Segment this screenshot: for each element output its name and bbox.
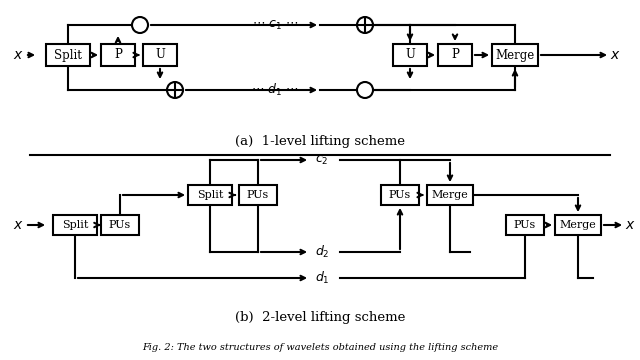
Text: $d_1$: $d_1$ [315, 270, 330, 286]
Text: Fig. 2: The two structures of wavelets obtained using the lifting scheme: Fig. 2: The two structures of wavelets o… [142, 343, 498, 352]
Circle shape [357, 82, 373, 98]
FancyBboxPatch shape [46, 44, 90, 66]
Text: Split: Split [54, 49, 82, 62]
Text: $\cdots \ d_1 \ \cdots$: $\cdots \ d_1 \ \cdots$ [252, 82, 299, 98]
Text: Split: Split [197, 190, 223, 200]
FancyBboxPatch shape [555, 215, 601, 235]
FancyBboxPatch shape [101, 44, 135, 66]
Text: P: P [451, 49, 459, 62]
Circle shape [357, 17, 373, 33]
FancyBboxPatch shape [492, 44, 538, 66]
Text: $\cdots \ c_1 \ \cdots$: $\cdots \ c_1 \ \cdots$ [252, 18, 298, 32]
Text: PUs: PUs [109, 220, 131, 230]
FancyBboxPatch shape [427, 185, 473, 205]
FancyBboxPatch shape [438, 44, 472, 66]
FancyBboxPatch shape [506, 215, 544, 235]
FancyBboxPatch shape [53, 215, 97, 235]
Text: $x$: $x$ [13, 48, 23, 62]
Text: Merge: Merge [495, 49, 534, 62]
FancyBboxPatch shape [188, 185, 232, 205]
Text: (a)  1-level lifting scheme: (a) 1-level lifting scheme [235, 135, 405, 148]
FancyBboxPatch shape [381, 185, 419, 205]
Text: PUs: PUs [389, 190, 411, 200]
Text: $x$: $x$ [13, 218, 23, 232]
Text: P: P [114, 49, 122, 62]
Text: (b)  2-level lifting scheme: (b) 2-level lifting scheme [235, 311, 405, 324]
Text: $c_2$: $c_2$ [315, 153, 328, 167]
Text: $x$: $x$ [610, 48, 620, 62]
Text: $d_2$: $d_2$ [315, 244, 330, 260]
Circle shape [132, 17, 148, 33]
FancyBboxPatch shape [239, 185, 277, 205]
Text: PUs: PUs [514, 220, 536, 230]
Text: U: U [405, 49, 415, 62]
FancyBboxPatch shape [101, 215, 139, 235]
Text: U: U [155, 49, 165, 62]
Text: Merge: Merge [431, 190, 468, 200]
Text: Merge: Merge [559, 220, 596, 230]
Text: $x$: $x$ [625, 218, 636, 232]
Circle shape [167, 82, 183, 98]
FancyBboxPatch shape [143, 44, 177, 66]
FancyBboxPatch shape [393, 44, 427, 66]
Text: PUs: PUs [247, 190, 269, 200]
Text: Split: Split [62, 220, 88, 230]
